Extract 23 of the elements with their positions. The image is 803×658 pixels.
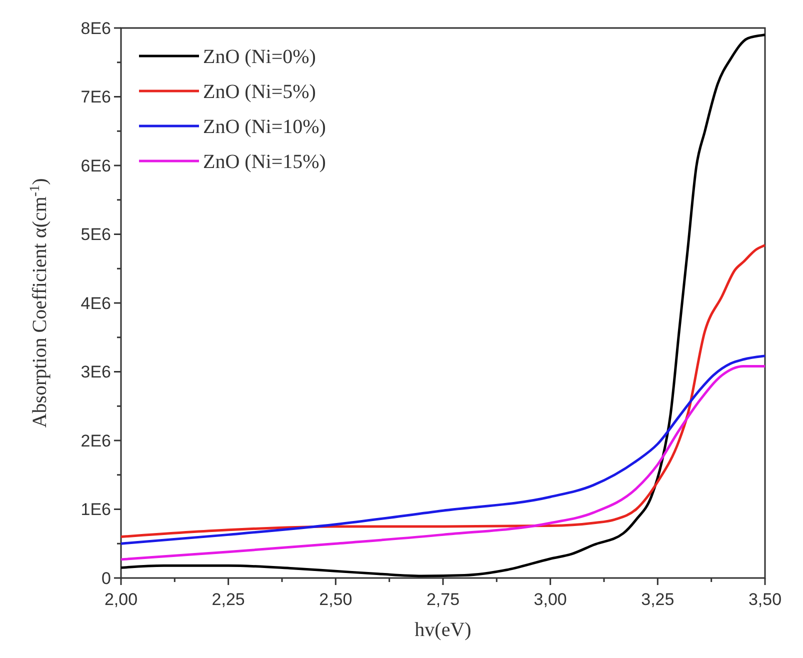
x-tick-label: 3,25 (641, 590, 674, 609)
line-series (120, 244, 766, 538)
x-tick-label: 3,00 (534, 590, 567, 609)
y-tick-label: 3E6 (80, 362, 111, 382)
y-tick-label: 8E6 (80, 18, 111, 38)
x-tick-label: 2,25 (212, 590, 245, 609)
legend-label: ZnO (Ni=10%) (203, 116, 326, 138)
line-series (120, 34, 766, 578)
x-axis-title: hv(eV) (414, 619, 472, 641)
y-tick-label: 0 (102, 568, 111, 588)
x-tick-label: 2,00 (104, 590, 138, 609)
y-tick-label: 5E6 (80, 225, 111, 244)
y-tick-label: 7E6 (80, 88, 111, 107)
legend-label: ZnO (Ni=5%) (203, 81, 316, 103)
y-tick-label: 2E6 (80, 431, 111, 450)
x-tick-label: 2,50 (319, 590, 352, 609)
x-tick-label: 3,50 (748, 590, 782, 609)
legend-label: ZnO (Ni=15%) (203, 151, 326, 173)
y-tick-label: 6E6 (80, 156, 111, 176)
y-tick-label: 4E6 (80, 294, 111, 313)
x-tick-label: 2,75 (426, 590, 460, 609)
y-tick-label: 1E6 (80, 500, 111, 520)
legend-label: ZnO (Ni=0%) (203, 46, 316, 68)
